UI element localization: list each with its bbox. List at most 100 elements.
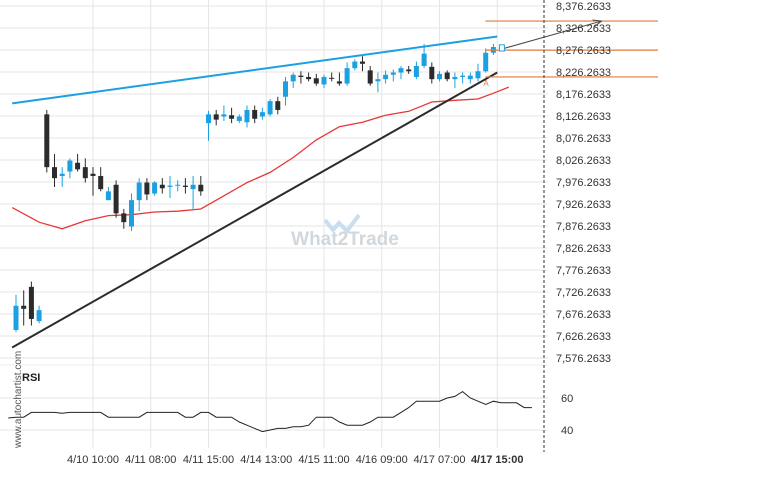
candle — [306, 72, 312, 82]
price-tick-label: 8,176.2633 — [556, 89, 611, 101]
rsi-tick-label: 60 — [561, 393, 573, 405]
candle — [444, 70, 450, 82]
candle-body — [190, 184, 196, 190]
candle — [121, 208, 127, 229]
candle-body — [152, 182, 158, 194]
price-tick-label: 8,326.2633 — [556, 23, 611, 35]
candle-body — [406, 69, 412, 72]
time-tick-label: 4/17 07:00 — [414, 454, 466, 466]
candle-body — [198, 184, 204, 192]
source-side-text: www.autochartist.com — [13, 351, 24, 449]
upper-trendline — [12, 35, 498, 105]
candle-body — [144, 182, 150, 195]
candle-body — [113, 184, 119, 214]
candle-body — [390, 72, 396, 75]
candle — [159, 178, 165, 194]
candle — [452, 72, 458, 88]
candle-body — [352, 61, 358, 69]
candle-body — [306, 76, 312, 80]
candle — [490, 43, 496, 55]
target-layer: A — [483, 19, 658, 88]
candle-body — [175, 184, 181, 186]
candle-body — [367, 70, 373, 84]
candle — [44, 109, 50, 173]
candle-body — [259, 112, 265, 117]
candle — [13, 294, 19, 333]
candle-body — [329, 77, 335, 79]
candle-body — [460, 75, 466, 77]
candle-body — [360, 61, 365, 64]
candle-body — [13, 305, 19, 330]
candle-body — [206, 114, 211, 124]
candle-body — [475, 71, 481, 79]
candle — [429, 62, 435, 84]
candle-body — [290, 74, 296, 82]
price-tick-label: 7,826.2633 — [556, 243, 611, 255]
candle-body — [275, 101, 281, 110]
time-tick-label: 4/11 15:00 — [183, 454, 234, 466]
candle — [129, 193, 134, 231]
candle-body — [28, 286, 34, 319]
candle — [467, 72, 473, 84]
price-tick-label: 8,026.2633 — [556, 155, 611, 167]
candle-body — [167, 185, 173, 187]
candle-body — [344, 68, 350, 84]
rsi-line — [8, 390, 532, 433]
projection-arrow-head — [592, 19, 603, 28]
candle — [460, 72, 466, 84]
candle — [329, 72, 335, 82]
candle — [298, 71, 304, 84]
candle — [152, 181, 158, 196]
candle — [367, 65, 373, 86]
candle-body — [467, 75, 473, 80]
price-tick-label: 8,076.2633 — [556, 133, 611, 145]
watermark-icon — [323, 213, 361, 235]
candle — [383, 70, 389, 84]
candle — [483, 48, 489, 73]
rsi-label: RSI — [22, 372, 40, 384]
candle — [390, 69, 396, 82]
candle — [267, 98, 273, 117]
candle-body — [182, 185, 188, 187]
candle — [36, 305, 42, 324]
candle — [59, 167, 65, 187]
candle-body — [437, 73, 442, 80]
candle-body — [283, 81, 288, 97]
candle-body — [236, 116, 242, 121]
candle-body — [159, 184, 165, 189]
candle — [136, 178, 142, 212]
candle — [259, 107, 265, 120]
candle-body — [336, 81, 342, 84]
rsi-tick-label: 40 — [561, 425, 573, 437]
candle-body — [82, 167, 88, 179]
candle-body — [105, 191, 111, 201]
price-tick-label: 7,926.2633 — [556, 199, 611, 211]
candle — [198, 175, 204, 196]
price-tick-label: 8,276.2633 — [556, 45, 611, 57]
candle-body — [98, 175, 104, 190]
candle — [290, 72, 296, 88]
candle-body — [298, 75, 304, 77]
axes-layer: 8,376.2633 8,326.2633 8,276.2633 8,226.2633… — [13, 0, 611, 466]
current-bar-marker — [498, 44, 505, 52]
candle — [413, 61, 419, 80]
time-tick-label: 4/15 11:00 — [298, 454, 349, 466]
candle — [344, 62, 350, 86]
moving-average-layer — [11, 86, 510, 230]
candle-body — [413, 65, 419, 77]
price-tick-label: 8,226.2633 — [556, 67, 611, 79]
candle — [283, 76, 288, 106]
candle-body — [129, 200, 134, 227]
projection-arrow-line — [500, 20, 602, 50]
candle-body — [252, 109, 258, 119]
price-tick-label: 7,776.2633 — [556, 265, 611, 277]
price-tick-label: 8,376.2633 — [556, 1, 611, 13]
candle — [182, 178, 188, 194]
candle-body — [75, 162, 81, 170]
candle-body — [313, 78, 319, 84]
candle-body — [444, 72, 450, 80]
candle — [213, 109, 219, 126]
candle — [398, 65, 404, 80]
